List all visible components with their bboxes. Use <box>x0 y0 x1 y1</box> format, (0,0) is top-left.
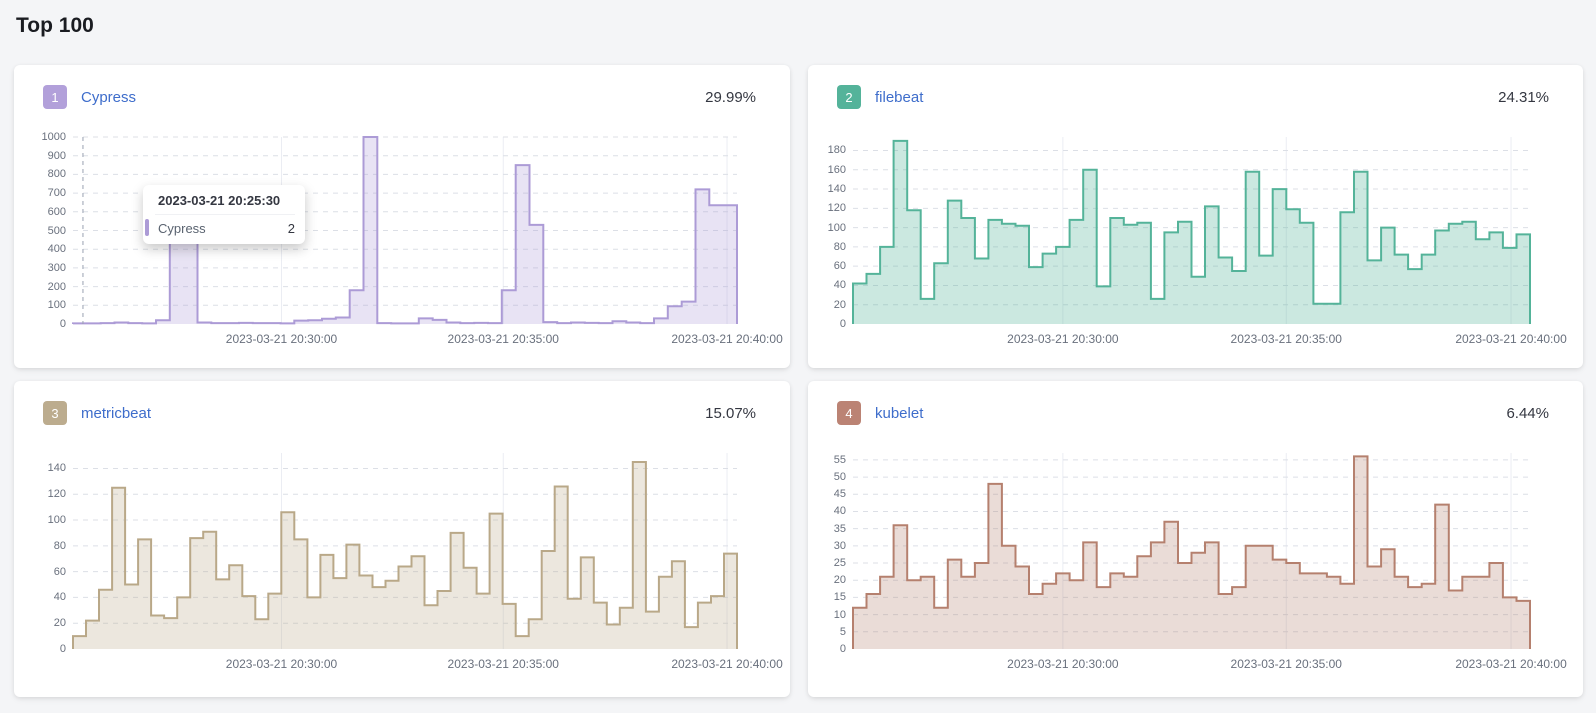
y-axis: 0 100 200 300 400 500 600 700 800 900 1000 <box>32 131 73 330</box>
y-tick-label: 80 <box>833 240 846 253</box>
percent-value: 24.31% <box>1498 88 1549 106</box>
y-tick-label: 55 <box>833 453 846 466</box>
chart-tooltip: 2023-03-21 20:25:30 Cypress 2 <box>143 185 305 244</box>
chart-svg <box>72 453 738 649</box>
y-tick-label: 10 <box>833 608 846 621</box>
y-tick-label: 120 <box>827 202 846 215</box>
chart-panel-filebeat: 2 filebeat 24.31% 0 20 40 60 80 100 120 140 160 1… <box>808 65 1583 368</box>
y-tick-label: 120 <box>47 488 66 501</box>
panel-header: 3 metricbeat 15.07% <box>32 399 772 425</box>
y-tick-label: 100 <box>47 514 66 527</box>
x-tick-label: 2023-03-21 20:40:00 <box>671 657 783 671</box>
chart-plot[interactable]: 2023-03-21 20:30:00 2023-03-21 20:35:00 20… <box>72 453 783 671</box>
y-tick-label: 600 <box>47 205 66 218</box>
chart-plot[interactable]: 2023-03-21 20:30:00 2023-03-21 20:35:00 20… <box>852 453 1567 671</box>
chart-area: 0 100 200 300 400 500 600 700 800 900 1000 2023-03… <box>32 131 783 346</box>
chart-panel-metricbeat: 3 metricbeat 15.07% 0 20 40 60 80 100 120 140 2… <box>14 381 790 697</box>
y-tick-label: 5 <box>839 625 846 638</box>
y-tick-label: 100 <box>827 221 846 234</box>
tooltip-time: 2023-03-21 20:25:30 <box>155 192 295 215</box>
y-tick-label: 0 <box>59 643 66 655</box>
y-axis: 0 5 10 15 20 25 30 35 40 45 50 55 <box>826 453 853 655</box>
x-tick-label: 2023-03-21 20:35:00 <box>447 332 559 346</box>
percent-value: 29.99% <box>705 88 756 106</box>
y-tick-label: 200 <box>47 280 66 293</box>
y-tick-label: 140 <box>827 183 846 196</box>
chart-svg <box>852 453 1531 649</box>
panel-header: 4 kubelet 6.44% <box>826 399 1565 425</box>
y-tick-label: 1000 <box>41 131 66 143</box>
y-tick-label: 500 <box>47 224 66 237</box>
y-tick-label: 80 <box>53 539 66 552</box>
y-tick-label: 60 <box>833 260 846 273</box>
y-tick-label: 40 <box>833 505 846 518</box>
page-title: Top 100 <box>16 14 94 37</box>
chart-plot[interactable]: 2023-03-21 20:30:00 2023-03-21 20:35:00 20… <box>852 137 1567 346</box>
y-tick-label: 25 <box>833 557 846 570</box>
y-tick-label: 15 <box>833 591 846 604</box>
y-tick-label: 45 <box>833 488 846 501</box>
y-tick-label: 60 <box>53 565 66 578</box>
y-tick-label: 700 <box>47 187 66 200</box>
y-tick-label: 0 <box>839 643 846 655</box>
y-tick-label: 20 <box>53 617 66 630</box>
y-axis: 0 20 40 60 80 100 120 140 <box>32 453 73 655</box>
percent-value: 15.07% <box>705 404 756 422</box>
rank-badge: 2 <box>837 85 861 109</box>
percent-value: 6.44% <box>1506 404 1549 422</box>
y-tick-label: 30 <box>833 539 846 552</box>
x-tick-label: 2023-03-21 20:30:00 <box>225 657 338 671</box>
series-link[interactable]: filebeat <box>875 88 924 106</box>
y-tick-label: 100 <box>47 299 66 312</box>
x-tick-label: 2023-03-21 20:40:00 <box>671 332 783 346</box>
panel-header: 2 filebeat 24.31% <box>826 83 1565 109</box>
x-tick-label: 2023-03-21 20:40:00 <box>1455 657 1567 671</box>
tooltip-series-label: Cypress <box>158 220 206 236</box>
series-marker <box>145 219 149 236</box>
y-axis: 0 20 40 60 80 100 120 140 160 180 <box>826 137 853 330</box>
y-tick-label: 40 <box>833 279 846 292</box>
y-tick-label: 900 <box>47 149 66 162</box>
panel-grid: 1 Cypress 29.99% 0 100 200 300 400 500 600 700 8… <box>0 40 1596 697</box>
chart-panel-cypress: 1 Cypress 29.99% 0 100 200 300 400 500 600 700 8… <box>14 65 790 368</box>
y-tick-label: 300 <box>47 261 66 274</box>
chart-area: 0 20 40 60 80 100 120 140 2023-03-21 20:30:00 20… <box>32 453 783 671</box>
y-tick-label: 40 <box>53 591 66 604</box>
x-tick-label: 2023-03-21 20:40:00 <box>1455 332 1567 346</box>
chart-svg <box>852 137 1531 324</box>
y-tick-label: 35 <box>833 522 846 535</box>
y-tick-label: 0 <box>839 318 846 330</box>
y-tick-label: 160 <box>827 163 846 176</box>
series-link[interactable]: kubelet <box>875 404 924 422</box>
x-tick-label: 2023-03-21 20:35:00 <box>447 657 559 671</box>
x-tick-label: 2023-03-21 20:30:00 <box>1007 332 1119 346</box>
y-tick-label: 140 <box>47 462 66 475</box>
x-tick-label: 2023-03-21 20:35:00 <box>1230 332 1342 346</box>
y-tick-label: 800 <box>47 168 66 181</box>
y-tick-label: 50 <box>833 471 846 484</box>
tooltip-row: Cypress 2 <box>145 219 295 236</box>
panel-header: 1 Cypress 29.99% <box>32 83 772 109</box>
x-tick-label: 2023-03-21 20:35:00 <box>1230 657 1342 671</box>
y-tick-label: 400 <box>47 243 66 256</box>
chart-area: 0 5 10 15 20 25 30 35 40 45 50 55 2023-03-21 20:30:… <box>826 453 1567 671</box>
chart-plot[interactable]: 2023-03-21 20:25:30 Cypress 2 2023-03-21… <box>72 136 783 346</box>
rank-badge: 3 <box>43 401 67 425</box>
series-link[interactable]: Cypress <box>81 88 137 106</box>
rank-badge: 4 <box>837 401 861 425</box>
x-tick-label: 2023-03-21 20:30:00 <box>225 332 338 346</box>
chart-panel-kubelet: 4 kubelet 6.44% 0 5 10 15 20 25 30 35 40 45 50 55 2… <box>808 381 1583 697</box>
series-link[interactable]: metricbeat <box>81 404 152 422</box>
y-tick-label: 20 <box>833 574 846 587</box>
chart-area: 0 20 40 60 80 100 120 140 160 180 2023-03-21 20:3… <box>826 137 1567 346</box>
tooltip-series-value: 2 <box>287 220 295 236</box>
x-tick-label: 2023-03-21 20:30:00 <box>1007 657 1119 671</box>
y-tick-label: 180 <box>827 144 846 157</box>
y-tick-label: 0 <box>59 318 66 330</box>
y-tick-label: 20 <box>833 298 846 311</box>
rank-badge: 1 <box>43 85 67 109</box>
